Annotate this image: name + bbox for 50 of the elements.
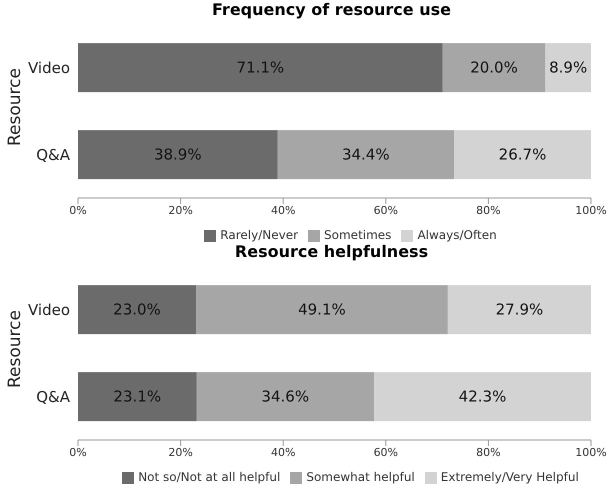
legend-label: Extremely/Very Helpful [440,470,579,484]
x-tick-label: 100% [575,204,607,217]
data-label: 23.0% [113,300,161,319]
bar [196,285,448,334]
legend-label: Sometimes [324,228,392,242]
data-label: 42.3% [458,388,506,406]
chart-title: Frequency of resource use [211,0,452,20]
bar [78,372,197,422]
bar [545,43,591,92]
y-axis-title: Resource [5,68,26,146]
x-tick-label: 60% [374,446,398,459]
legend-label: Always/Often [417,228,497,242]
bar [374,372,591,422]
bar [78,285,196,334]
x-tick-label: 80% [476,446,501,459]
data-label: 34.6% [261,388,310,406]
y-axis-title: Resource [5,310,26,388]
data-label: 27.9% [496,300,544,319]
data-label: 34.4% [342,146,390,164]
legend-label: Not so/Not at all helpful [138,470,280,484]
data-label: 26.7% [498,146,546,164]
x-tick-label: 20% [168,204,193,217]
y-tick-label: Q&A [36,146,71,164]
bar [196,372,374,422]
x-tick-label: 100% [575,446,607,459]
x-tick-label: 80% [476,204,501,217]
x-tick-label: 60% [374,204,398,217]
x-tick-label: 0% [69,204,87,217]
chart-title: Resource helpfulness [234,242,430,262]
x-tick-label: 40% [270,446,296,459]
data-label: 20.0% [470,58,518,77]
y-tick-label: Video [28,58,70,77]
data-label: 38.9% [154,146,202,164]
x-tick-label: 20% [168,446,193,459]
bar [278,130,454,180]
bar [78,43,443,92]
y-tick-label: Q&A [36,388,71,406]
bar [78,130,278,180]
x-tick-label: 40% [270,204,296,217]
bar [454,130,591,180]
data-label: 49.1% [298,300,346,319]
legend-label: Somewhat helpful [306,470,415,484]
bar [442,43,546,92]
legend-label: Rarely/Never [220,228,298,242]
data-label: 8.9% [549,58,588,77]
x-tick-label: 0% [69,446,87,459]
data-label: 23.1% [113,388,162,406]
y-tick-label: Video [28,300,70,319]
data-label: 71.1% [236,58,284,77]
bar [448,285,591,334]
